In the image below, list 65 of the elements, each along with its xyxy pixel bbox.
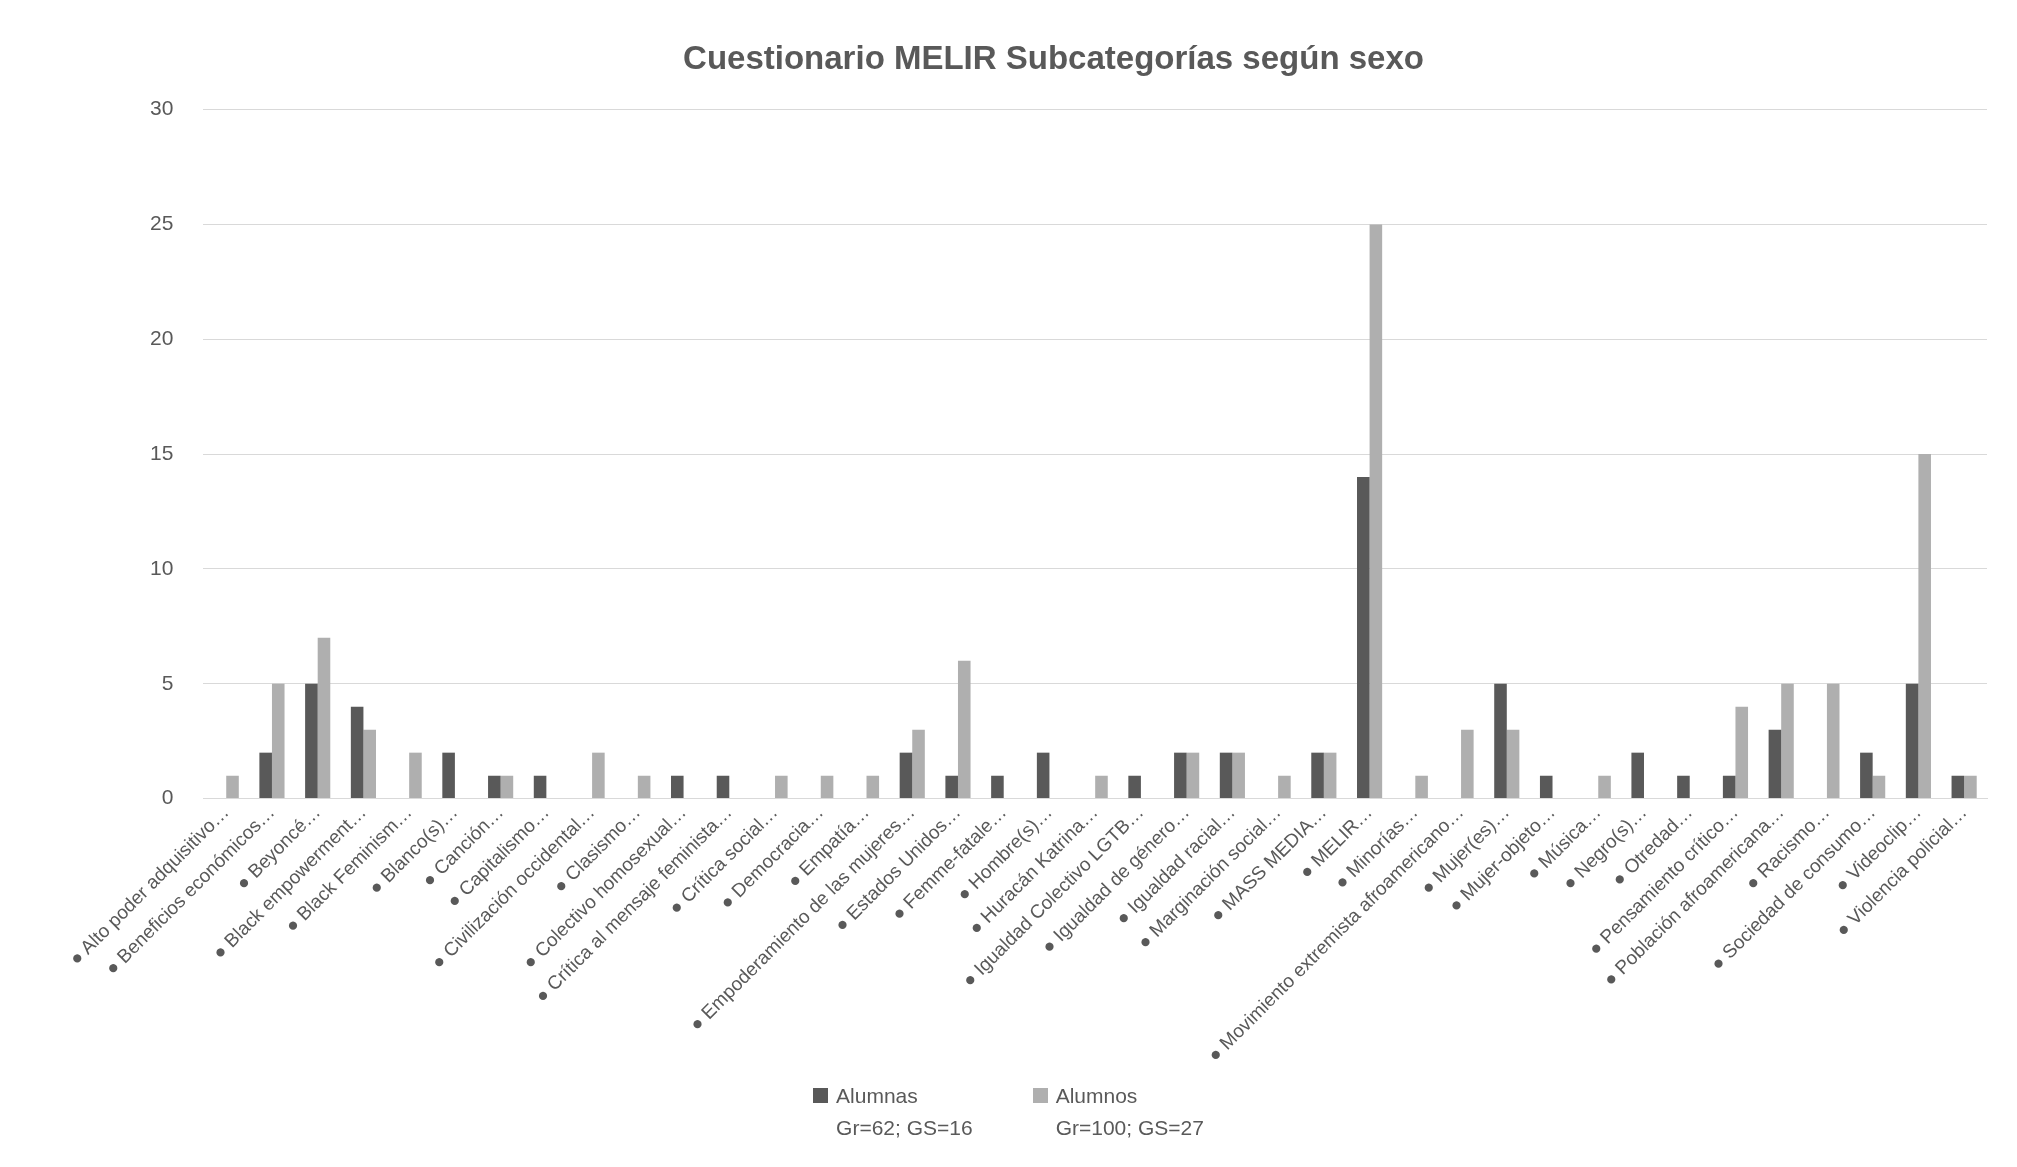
bar: [1494, 683, 1507, 799]
bar: [305, 683, 318, 799]
bar: [912, 729, 925, 799]
bar: [592, 752, 605, 799]
bar: [409, 752, 422, 799]
bar: [1722, 775, 1736, 799]
bar: [1278, 775, 1291, 799]
bar: [1677, 775, 1690, 799]
bar: [1095, 775, 1108, 799]
bar: [1735, 706, 1749, 799]
y-tick-label: 5: [161, 670, 174, 694]
bar: [1768, 729, 1782, 799]
bar: [1186, 752, 1200, 799]
bar: [488, 775, 501, 799]
bar: [1461, 729, 1474, 799]
bar: [1415, 775, 1428, 799]
bar: [1036, 752, 1050, 799]
bar: [1369, 224, 1383, 799]
bar: [533, 775, 547, 799]
bar: [945, 775, 958, 799]
y-tick-label: 25: [150, 211, 174, 235]
bar: [1860, 752, 1873, 799]
bar: [271, 683, 285, 799]
bar: [899, 752, 913, 799]
bar: [1598, 775, 1611, 799]
bar: [1964, 775, 1977, 799]
bar: [1219, 752, 1233, 799]
bar: [1539, 775, 1553, 799]
bar: [820, 775, 834, 799]
bar: [317, 637, 331, 799]
bar: [1128, 775, 1141, 799]
bar: [637, 775, 651, 799]
bar: [1872, 775, 1886, 799]
bar: [1506, 729, 1520, 799]
bar: [1311, 752, 1324, 799]
bar: [991, 775, 1004, 799]
bar: [670, 775, 684, 799]
bar: [1781, 683, 1794, 799]
bar: [1918, 454, 1931, 799]
y-tick-label: 30: [150, 96, 174, 120]
y-tick-label: 20: [150, 326, 174, 350]
bar: [1232, 752, 1245, 799]
y-tick-label: 15: [150, 440, 174, 464]
legend-label: Alumnas Gr=62; GS=16: [836, 1083, 973, 1141]
chart-title: Cuestionario MELIR Subcategorías según sexo: [683, 38, 1424, 76]
bar: [1357, 477, 1370, 799]
bar: [1826, 683, 1840, 799]
bar: [1951, 775, 1965, 799]
bar: [716, 775, 730, 799]
bar: [350, 706, 364, 799]
bar: [363, 729, 377, 799]
bar: [957, 660, 971, 799]
y-tick-label: 0: [161, 785, 174, 809]
legend-label: Alumnos Gr=100; GS=27: [1055, 1083, 1204, 1141]
bar: [1323, 752, 1337, 799]
bar: [226, 775, 239, 799]
bar: [1631, 752, 1644, 799]
bar: [259, 752, 272, 799]
y-tick-label: 10: [150, 555, 174, 579]
bar: [1905, 683, 1919, 799]
bar: [866, 775, 880, 799]
bar: [1174, 752, 1187, 799]
bar: [442, 752, 455, 799]
bar: [775, 775, 788, 799]
bar: [500, 775, 514, 799]
